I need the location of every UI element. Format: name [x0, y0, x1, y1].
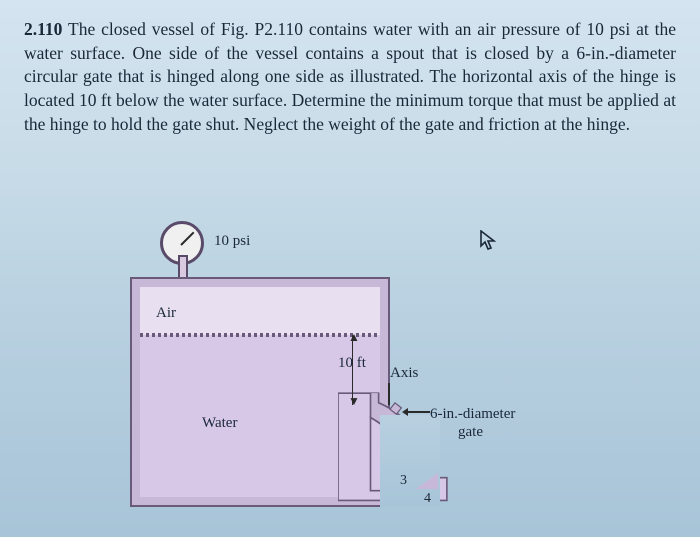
problem-body: The closed vessel of Fig. P2.110 contain… [24, 19, 676, 134]
gate-label: 6-in.-diameter gate [430, 405, 515, 441]
slope-run-label: 4 [424, 491, 431, 507]
air-region [140, 287, 380, 335]
problem-statement: 2.110 The closed vessel of Fig. P2.110 c… [24, 18, 676, 136]
axis-label: Axis [390, 365, 418, 382]
air-label: Air [156, 305, 176, 322]
water-surface-line [140, 333, 380, 337]
slope-rise-label: 3 [400, 473, 407, 489]
depth-label: 10 ft [338, 355, 366, 372]
gate-label-line2: gate [458, 424, 483, 440]
dim-arrow-up-icon: ▲ [348, 331, 360, 343]
problem-number: 2.110 [24, 19, 62, 39]
gate-label-line1: 6-in.-diameter [430, 406, 515, 422]
gate-pointer-arrow-icon [406, 411, 430, 413]
water-label: Water [202, 415, 237, 432]
gauge-label: 10 psi [214, 233, 250, 250]
axis-tick [388, 383, 390, 405]
slope-triangle-icon [416, 473, 438, 489]
figure-p2-110: 10 psi Air Water ▲ ▼ 10 ft Axis 6-in.-di… [90, 215, 570, 525]
dim-arrow-down-icon: ▼ [348, 395, 360, 407]
